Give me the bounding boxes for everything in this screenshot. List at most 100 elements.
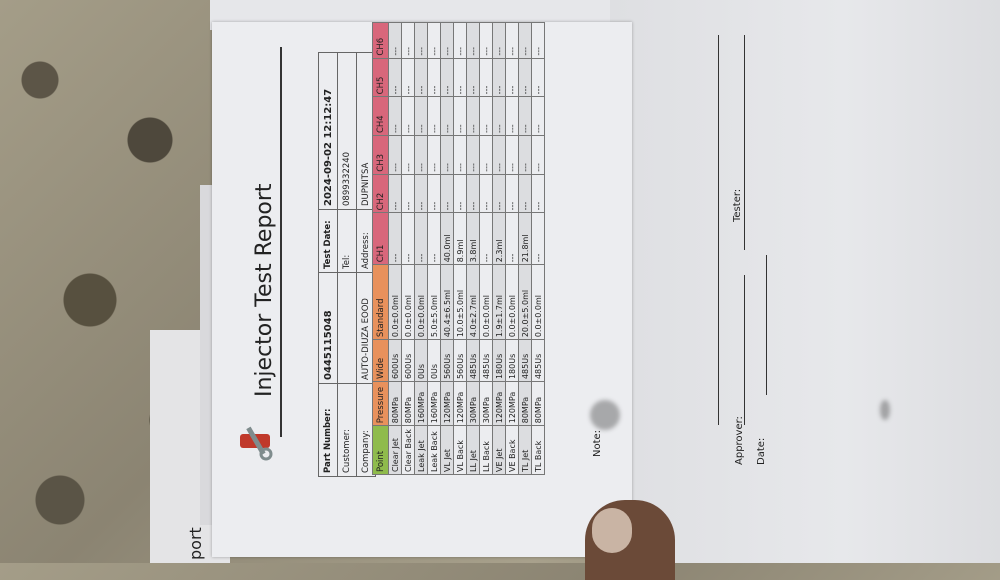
table-cell: 160MPa [414, 381, 428, 426]
tester-label: Tester: [732, 188, 743, 222]
table-cell: 40.4±6.5ml [440, 264, 454, 340]
table-cell: --- [401, 22, 415, 59]
table-cell: --- [414, 96, 428, 136]
table-cell: --- [505, 174, 519, 213]
table-cell: --- [492, 58, 506, 97]
table-cell: --- [518, 58, 532, 97]
approver-label: Approver: [734, 416, 745, 465]
table-cell: --- [466, 174, 480, 213]
table-cell: 10.0±5.0ml [453, 264, 467, 340]
table-cell: --- [440, 58, 454, 97]
table-cell: 600Us [388, 339, 402, 382]
signature-line [744, 275, 745, 425]
column-header-ch1: CH1 [372, 212, 389, 265]
table-cell: --- [453, 135, 467, 175]
table-cell: --- [401, 135, 415, 175]
wrench-logo-icon [240, 426, 273, 461]
table-cell: --- [518, 135, 532, 175]
table-cell: 80MPa [518, 381, 532, 426]
table-cell: --- [505, 135, 519, 175]
title-rule [280, 47, 282, 437]
table-cell: --- [453, 96, 467, 136]
table-cell: 0Us [427, 339, 441, 382]
table-cell: 120MPa [440, 381, 454, 426]
column-header-ch4: CH4 [372, 96, 389, 136]
table-row: VE Back 120MPa 180Us 0.0±0.0ml --- --- --- --- -… [505, 22, 519, 475]
table-cell: --- [505, 22, 519, 59]
underlying-page-text: port [186, 527, 205, 560]
table-cell: --- [427, 58, 441, 97]
signature-line [766, 255, 767, 395]
table-cell: --- [440, 22, 454, 59]
table-cell: --- [479, 22, 493, 59]
table-row: VL Jet 120MPa 560Us 40.4±6.5ml 40.0ml --- --- -… [440, 22, 454, 475]
table-cell: --- [453, 58, 467, 97]
table-row: LL Back 30MPa 485Us 0.0±0.0ml --- --- --- --- --… [479, 22, 493, 475]
smudge [590, 400, 620, 430]
table-cell: --- [388, 212, 402, 265]
table-cell: 485Us [518, 339, 532, 382]
table-cell: --- [492, 22, 506, 59]
table-cell: Leak Back [427, 425, 441, 475]
table-cell: --- [479, 58, 493, 97]
date-label: Date: [756, 437, 767, 465]
table-cell: VE Jet [492, 425, 506, 475]
table-cell: 8.9ml [453, 212, 467, 265]
table-cell: 20.0±5.0ml [518, 264, 532, 340]
table-cell: 80MPa [531, 381, 545, 426]
table-cell: --- [427, 96, 441, 136]
table-cell: --- [414, 58, 428, 97]
table-cell: --- [414, 22, 428, 59]
table-cell: --- [401, 212, 415, 265]
table-cell: 40.0ml [440, 212, 454, 265]
table-cell: --- [492, 135, 506, 175]
table-cell: --- [440, 174, 454, 213]
table-cell: --- [505, 212, 519, 265]
table-cell: --- [492, 96, 506, 136]
table-row: TL Jet 80MPa 485Us 20.0±5.0ml 21.8ml --- --- --… [518, 22, 532, 475]
table-cell: 120MPa [453, 381, 467, 426]
report-title: Injector Test Report [252, 183, 277, 397]
table-cell: --- [505, 58, 519, 97]
table-cell: 0.0±0.0ml [414, 264, 428, 340]
table-row: LL Jet 30MPa 485Us 4.0±2.7ml 3.8ml --- --- --- -… [466, 22, 480, 475]
table-cell: --- [531, 58, 545, 97]
table-cell: --- [466, 58, 480, 97]
table-cell: --- [453, 22, 467, 59]
table-cell: 21.8ml [518, 212, 532, 265]
table-cell: VL Back [453, 425, 467, 475]
table-cell: --- [388, 174, 402, 213]
table-row: Leak Jet 160MPa 0Us 0.0±0.0ml --- --- --- --- --… [414, 22, 428, 475]
table-cell: --- [531, 22, 545, 59]
column-header-ch5: CH5 [372, 58, 389, 97]
table-cell: LL Back [479, 425, 493, 475]
table-row: TL Back 80MPa 485Us 0.0±0.0ml --- --- --- --- --… [531, 22, 545, 475]
results-table: Point Pressure Wide Standard CH1 CH2 CH3 CH4 CH5… [372, 22, 545, 475]
table-cell: --- [479, 135, 493, 175]
table-cell: --- [427, 22, 441, 59]
table-cell: 0.0±0.0ml [531, 264, 545, 340]
table-cell: 560Us [453, 339, 467, 382]
table-cell: --- [401, 58, 415, 97]
table-row: VL Back 120MPa 560Us 10.0±5.0ml 8.9ml --- --- -… [453, 22, 467, 475]
table-cell: --- [518, 96, 532, 136]
column-header-wide: Wide [372, 339, 389, 382]
column-header-standard: Standard [372, 264, 389, 340]
table-cell: --- [479, 174, 493, 213]
table-cell: TL Jet [518, 425, 532, 475]
table-cell: --- [531, 212, 545, 265]
thumbnail [592, 508, 632, 553]
test-date-value: 2024-09-02 12:12:47 [318, 52, 338, 210]
customer-value [337, 272, 357, 384]
table-cell: --- [440, 135, 454, 175]
header-row: Point Pressure Wide Standard CH1 CH2 CH3 CH4 CH5… [372, 22, 389, 475]
part-number-label: Part Number: [318, 383, 338, 477]
table-row: VE Jet 120MPa 180Us 1.9±1.7ml 2.3ml --- --- ---… [492, 22, 506, 475]
info-table: Part Number: 0445115048 Test Date: 2024-… [318, 52, 376, 477]
table-cell: 120MPa [505, 381, 519, 426]
table-cell: 485Us [479, 339, 493, 382]
table-cell: 0.0±0.0ml [479, 264, 493, 340]
table-cell: 0.0±0.0ml [401, 264, 415, 340]
table-cell: --- [427, 212, 441, 265]
signoff-page: Approver: Date: Tester: [610, 0, 1000, 563]
